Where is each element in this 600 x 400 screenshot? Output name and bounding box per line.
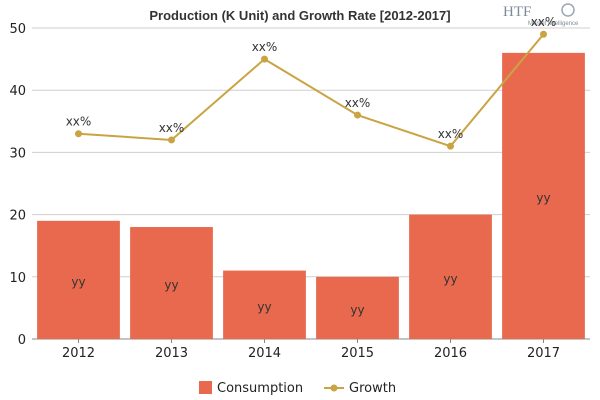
growth-data-label: xx% [159,121,185,135]
bar-consumption [37,220,120,339]
bar-data-label: yy [257,300,271,314]
legend: Consumption Growth [199,381,396,396]
bars: yy yy yy yy yy yy [37,52,585,339]
x-tick-label: 2015 [341,346,374,361]
y-tick-label: 30 [9,146,26,161]
growth-point [540,30,547,38]
bar-consumption [316,276,399,339]
bar-data-label: yy [164,278,178,292]
logo-subtext: Market Intelligence [528,21,579,27]
growth-point [354,111,361,119]
growth-line: xx% xx% xx% xx% xx% xx% [66,15,557,150]
bar-data-label: yy [536,191,550,205]
x-tick-label: 2014 [248,346,281,361]
growth-point [168,136,175,144]
globe-icon [561,3,575,17]
y-axis: 0 10 20 30 40 50 [9,22,26,348]
growth-data-label: xx% [252,40,278,54]
bar-consumption [409,214,492,339]
x-axis: 2012 2013 2014 2015 2016 2017 [62,339,560,361]
bar-data-label: yy [443,272,457,286]
growth-point [261,55,268,63]
legend-growth-label: Growth [349,381,396,396]
bar-consumption [130,227,213,339]
x-tick-label: 2016 [434,346,467,361]
y-tick-label: 10 [9,271,26,286]
growth-point [75,130,82,138]
bar-data-label: yy [71,275,85,289]
x-tick-label: 2012 [62,346,95,361]
legend-consumption-label: Consumption [217,381,303,396]
bar-consumption [223,270,306,339]
growth-data-label: xx% [531,15,557,29]
logo-text: HTF [503,4,531,20]
legend-growth-marker [330,384,338,392]
y-tick-label: 50 [9,22,26,37]
gridlines [32,27,590,340]
growth-data-label: xx% [66,115,92,129]
chart-title: Production (K Unit) and Growth Rate [201… [149,8,450,23]
growth-line-path [78,33,545,148]
legend-consumption-swatch [199,381,212,394]
y-tick-label: 20 [9,209,26,224]
x-tick-label: 2013 [155,346,188,361]
growth-point [447,142,454,150]
growth-data-label: xx% [345,96,371,110]
y-tick-label: 0 [18,333,26,348]
y-tick-label: 40 [9,84,26,99]
htf-logo: HTF Market Intelligence [503,3,579,27]
bar-data-label: yy [350,303,364,317]
growth-data-label: xx% [438,127,464,141]
bar-consumption [502,52,585,339]
x-tick-label: 2017 [527,346,560,361]
